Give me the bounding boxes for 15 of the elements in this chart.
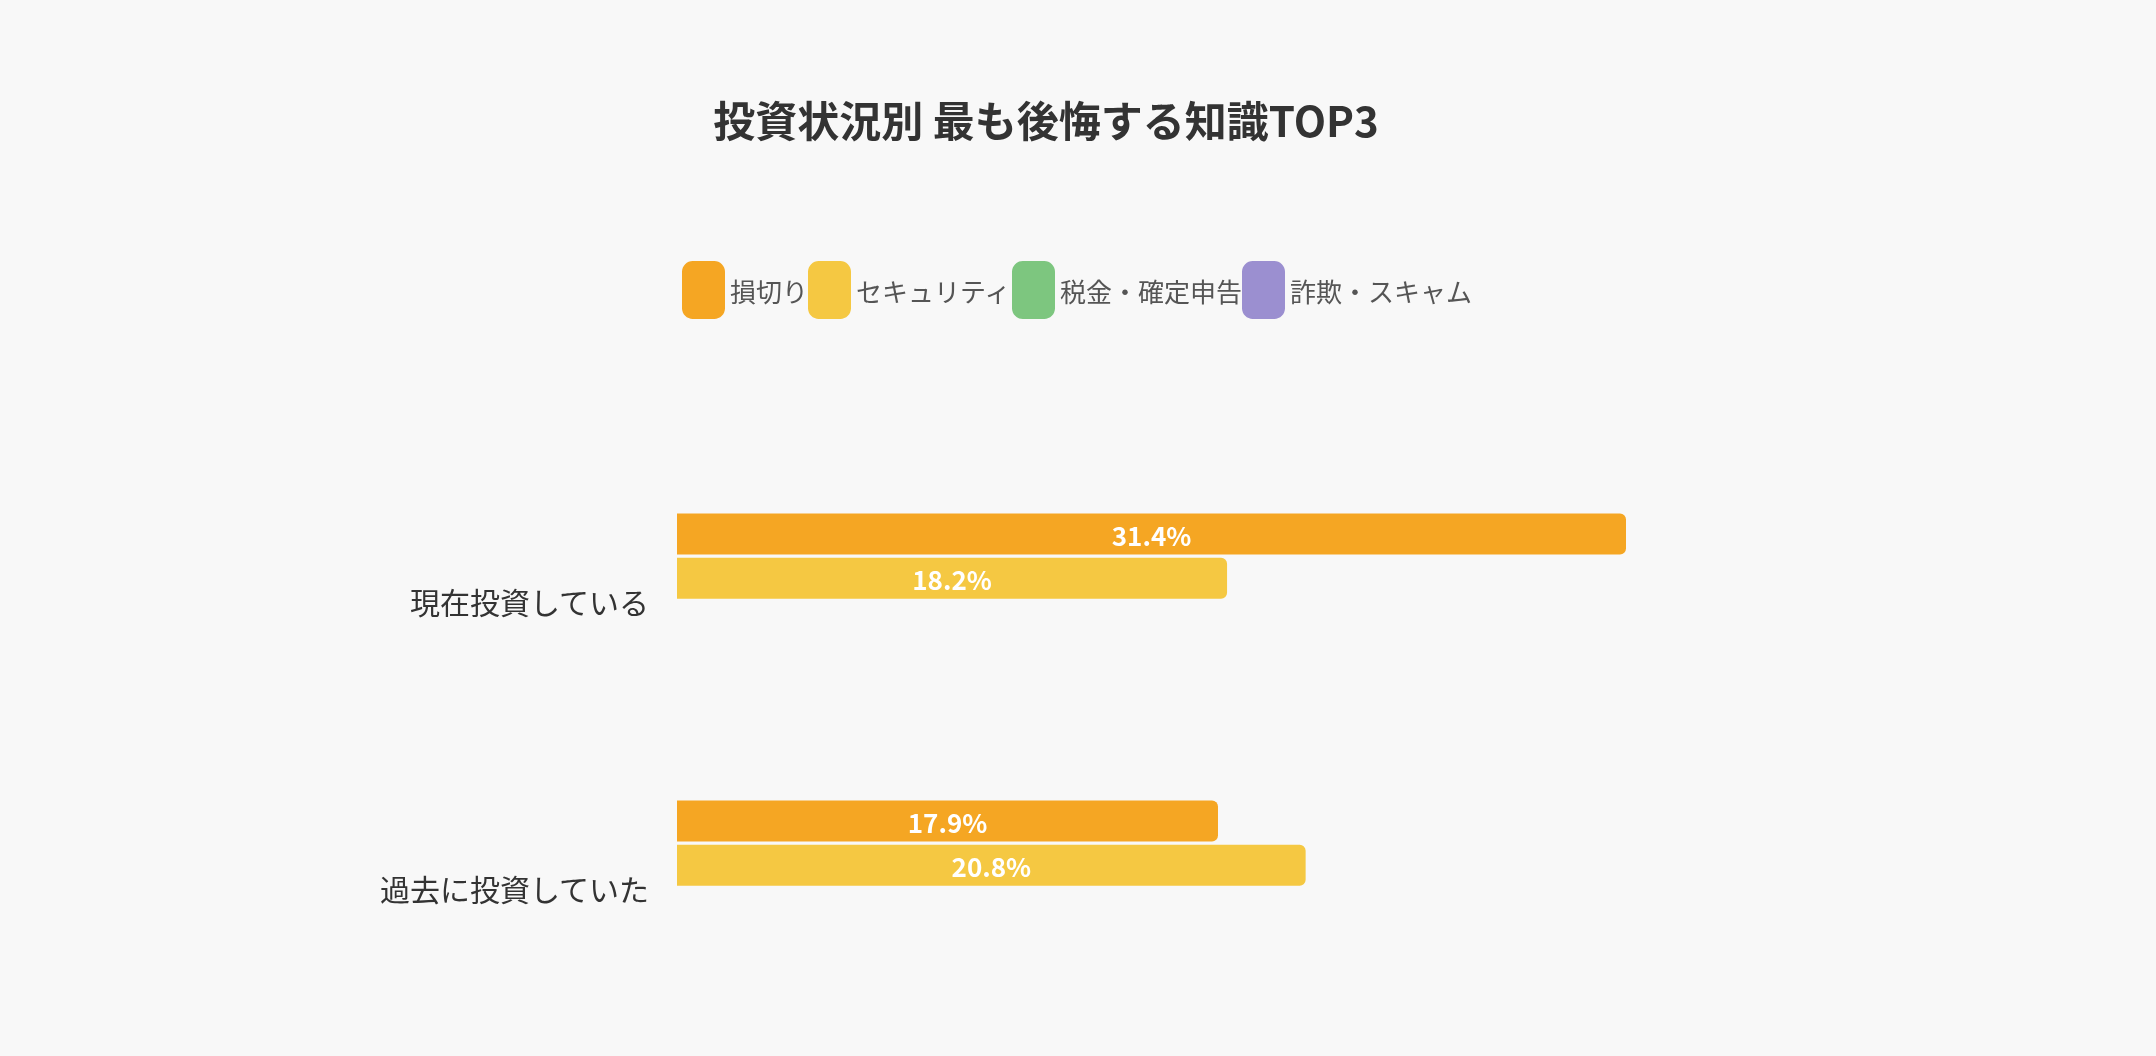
bar [677, 557, 1228, 599]
legend-label: セキュリティ [856, 271, 1011, 309]
legend-label: 損切り [730, 271, 809, 309]
bar [677, 800, 1218, 842]
y-tick-label: 過去に投資していた [379, 865, 649, 910]
chart-title: 投資状況別 最も後悔する知識TOP3 [713, 87, 1379, 149]
data-label: 18.2% [912, 559, 992, 597]
bar [677, 844, 1306, 886]
bar [677, 513, 1626, 555]
data-label: 17.9% [907, 802, 988, 840]
legend-label: 税金・確定申告 [1060, 271, 1243, 309]
y-tick-label: 現在投資している [409, 578, 649, 623]
legend-label: 詐欺・スキャム [1290, 271, 1473, 309]
data-label: 31.4% [1111, 515, 1192, 553]
data-label: 20.8% [951, 846, 1032, 884]
